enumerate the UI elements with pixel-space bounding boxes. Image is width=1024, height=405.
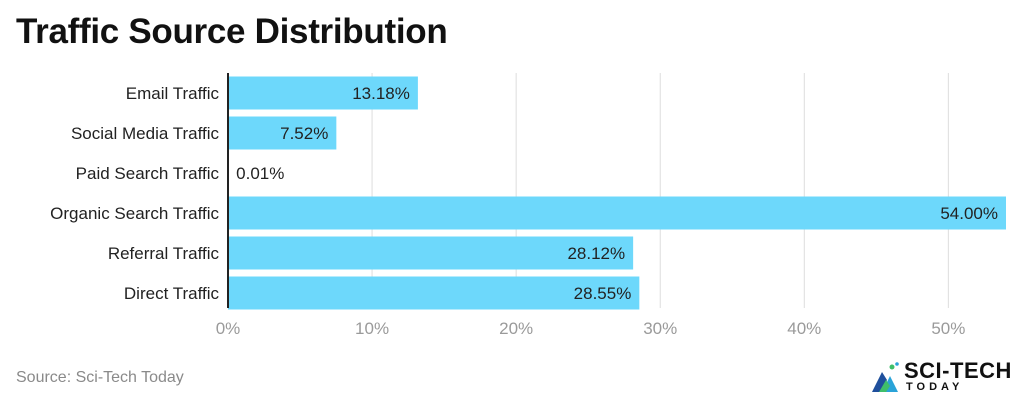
data-label: 28.12%: [567, 244, 625, 263]
category-label: Social Media Traffic: [71, 124, 220, 143]
x-tick-label: 40%: [787, 319, 821, 338]
source-note: Source: Sci-Tech Today: [16, 369, 184, 386]
bar: [228, 76, 418, 110]
data-label: 0.01%: [236, 164, 284, 183]
logo-mark-icon: [872, 362, 899, 392]
category-label: Referral Traffic: [108, 244, 220, 263]
data-label: 28.55%: [574, 284, 632, 303]
x-tick-label: 30%: [643, 319, 677, 338]
data-label: 7.52%: [280, 124, 328, 143]
category-label: Email Traffic: [126, 84, 220, 103]
logo-word-secondary: TODAY: [906, 381, 964, 393]
x-tick-label: 0%: [216, 319, 241, 338]
x-tick-label: 50%: [931, 319, 965, 338]
sci-tech-today-logo: SCI-TECH TODAY: [870, 358, 1020, 398]
bar-chart: Email Traffic 13.18% Social Media Traffic 7…: [50, 73, 1006, 338]
x-tick-label: 20%: [499, 319, 533, 338]
category-label: Paid Search Traffic: [76, 164, 220, 183]
bar: [228, 196, 1006, 230]
chart-title: Traffic Source Distribution: [16, 12, 448, 51]
logo-word-primary: SCI-TECH: [904, 358, 1012, 383]
bar: [228, 276, 640, 310]
category-label: Organic Search Traffic: [50, 204, 219, 223]
data-label: 13.18%: [352, 84, 410, 103]
data-label: 54.00%: [940, 204, 998, 223]
bar: [228, 116, 337, 150]
category-label: Direct Traffic: [124, 284, 220, 303]
x-tick-label: 10%: [355, 319, 389, 338]
bar: [228, 236, 634, 270]
